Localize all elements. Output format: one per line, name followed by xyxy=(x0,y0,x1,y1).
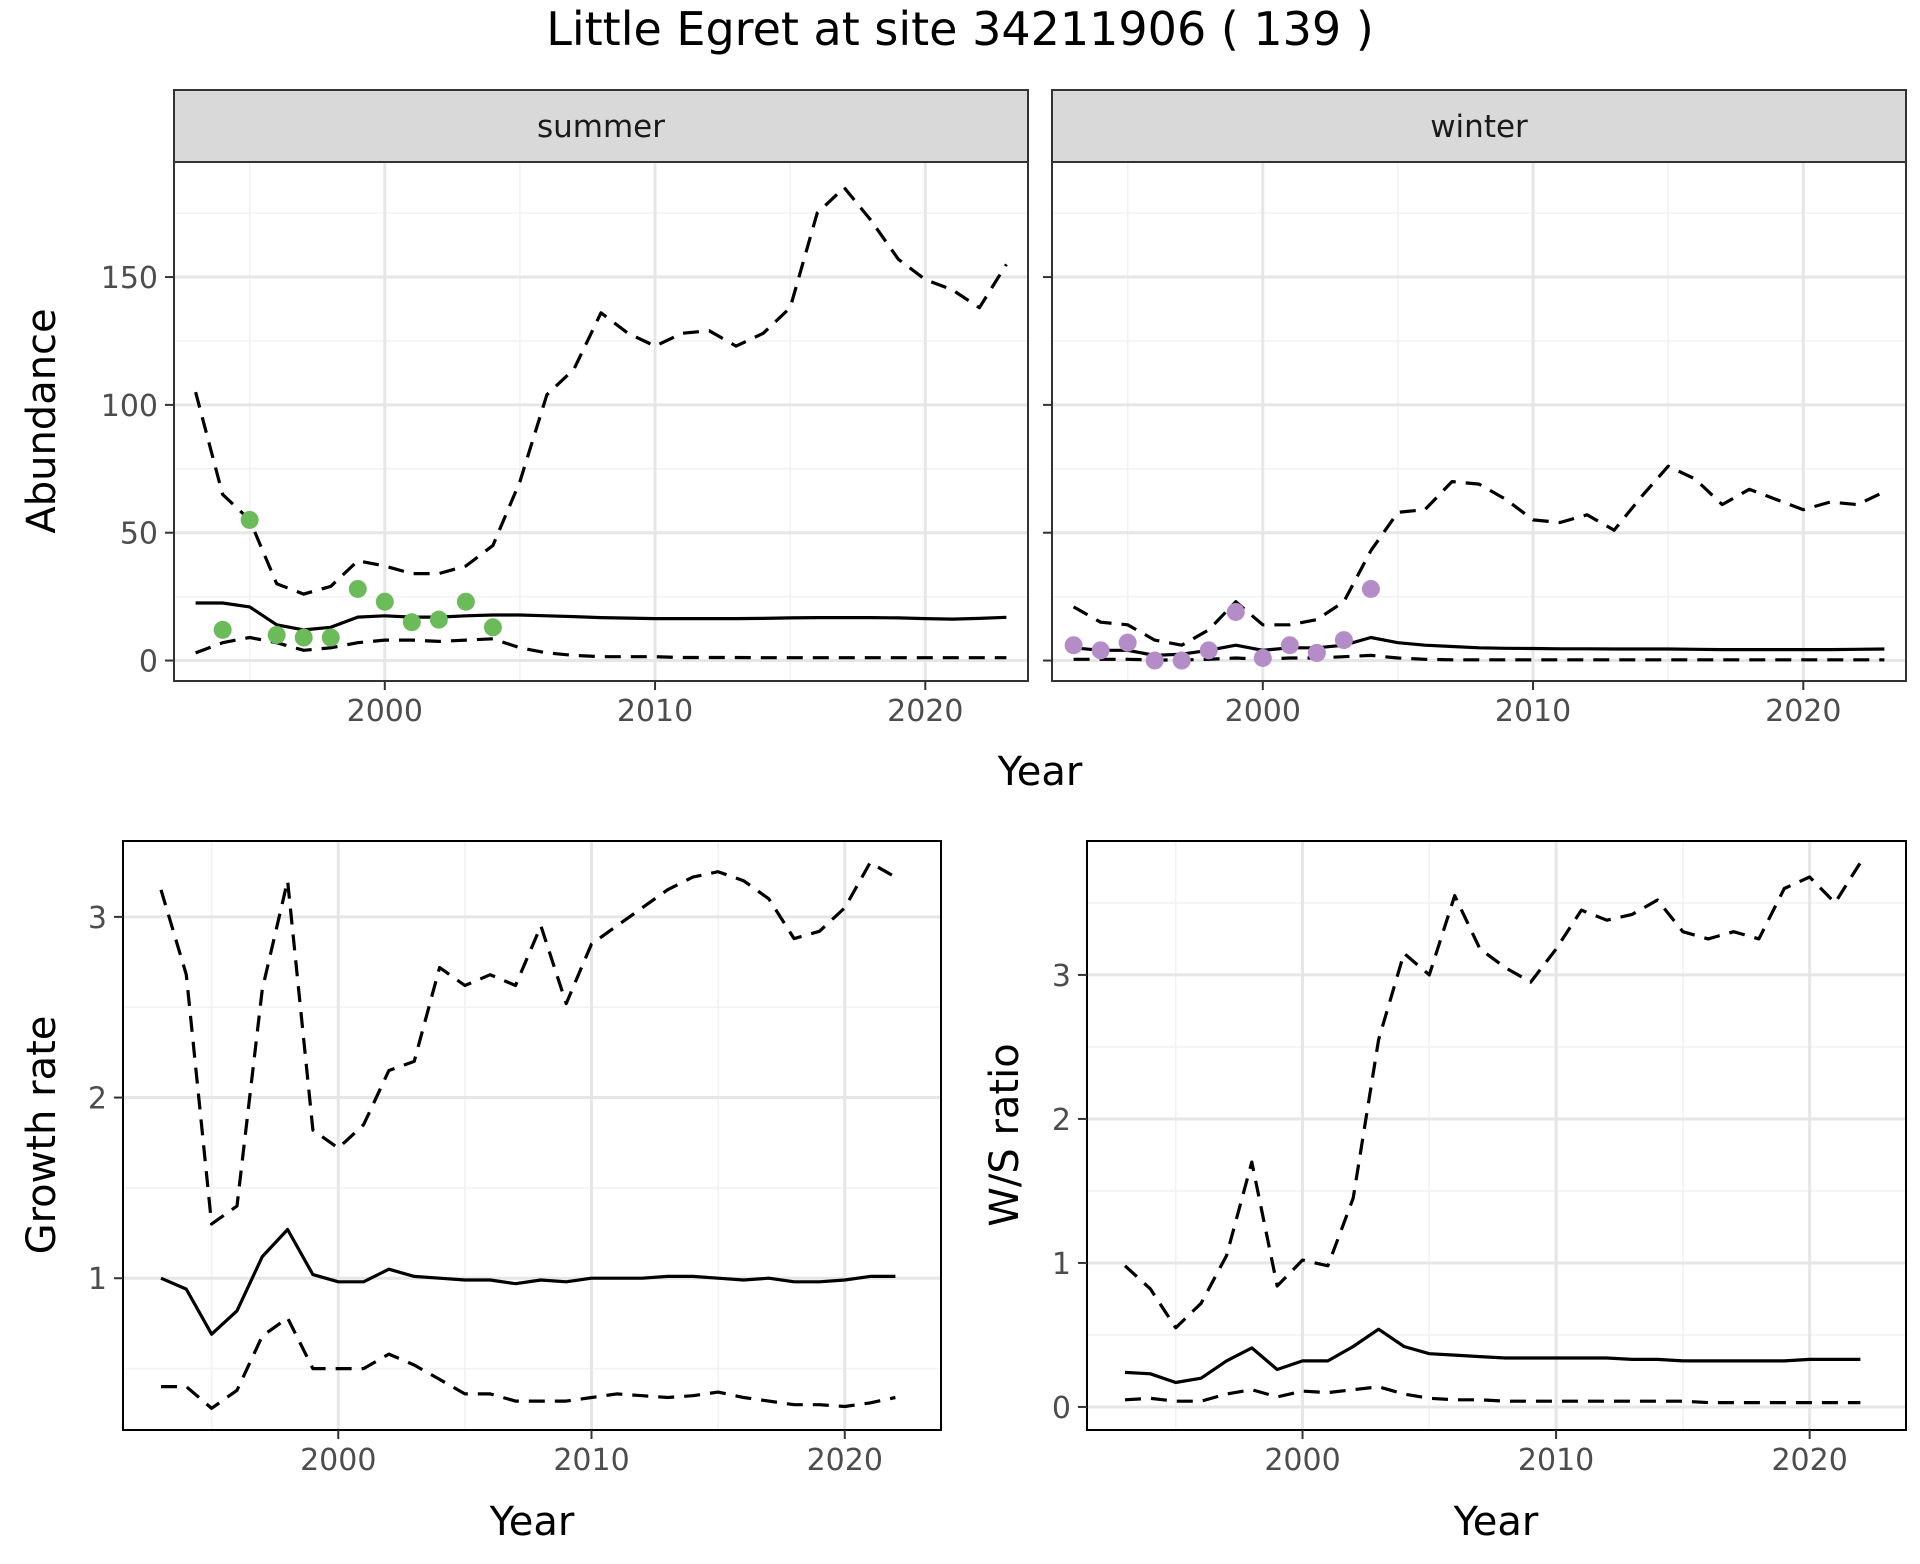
y-axis-title-abundance: Abundance xyxy=(19,308,65,533)
data-point xyxy=(1118,633,1137,652)
panel-summer xyxy=(165,89,1029,690)
data-point xyxy=(1172,651,1191,670)
x-axis-title-growth: Year xyxy=(489,1499,575,1545)
data-point xyxy=(1145,651,1164,670)
x-tick-label: 2000 xyxy=(1225,694,1301,729)
y-tick-label: 2 xyxy=(88,1082,107,1117)
y-tick-label: 50 xyxy=(120,517,158,552)
x-axis-title-ratio: Year xyxy=(1453,1499,1539,1545)
x-tick-label: 2000 xyxy=(300,1443,376,1478)
y-tick-label: 2 xyxy=(1052,1103,1071,1138)
series-line-upper xyxy=(1072,464,1886,647)
series-line-estimate xyxy=(1124,1327,1861,1385)
data-point xyxy=(456,592,475,611)
x-tick-label: 2010 xyxy=(617,694,693,729)
panel-border xyxy=(1086,840,1907,1431)
panel-border xyxy=(122,840,942,1431)
data-point xyxy=(429,610,448,629)
series-line-upper xyxy=(159,861,897,1226)
data-point xyxy=(1091,641,1110,660)
facet-label: winter xyxy=(1430,109,1528,145)
data-point xyxy=(267,625,286,644)
data-point xyxy=(483,618,502,637)
x-tick-label: 2020 xyxy=(807,1443,883,1478)
x-tick-label: 2010 xyxy=(1495,694,1571,729)
series-line-lower xyxy=(1124,1385,1861,1405)
y-tick-label: 1 xyxy=(88,1262,107,1297)
figure-title: Little Egret at site 34211906 ( 139 ) xyxy=(546,2,1374,56)
panel-panel3 xyxy=(1078,840,1907,1439)
y-tick-label: 150 xyxy=(101,261,158,296)
x-tick-label: 2020 xyxy=(887,694,963,729)
data-point xyxy=(348,579,367,598)
data-point xyxy=(1307,643,1326,662)
y-axis-title-ratio: W/S ratio xyxy=(982,1043,1028,1226)
data-point xyxy=(1253,648,1272,667)
data-point xyxy=(213,620,232,639)
x-axis-title-top: Year xyxy=(997,749,1083,795)
data-point xyxy=(375,592,394,611)
data-point xyxy=(1334,631,1353,650)
data-point xyxy=(1280,636,1299,655)
x-tick-label: 2000 xyxy=(1264,1443,1340,1478)
y-tick-label: 0 xyxy=(1052,1391,1071,1426)
data-point xyxy=(402,613,421,632)
facet-strip xyxy=(1051,89,1907,163)
x-tick-label: 2010 xyxy=(553,1443,629,1478)
data-point xyxy=(1199,641,1218,660)
data-point xyxy=(1361,579,1380,598)
facet-label: summer xyxy=(537,109,665,145)
y-tick-label: 1 xyxy=(1052,1247,1071,1282)
series-line-upper xyxy=(1123,861,1862,1330)
series-line-lower xyxy=(161,1316,896,1410)
series-line-estimate xyxy=(1073,635,1885,658)
panel-border xyxy=(1051,161,1907,682)
data-point xyxy=(1226,602,1245,621)
y-axis-title-growth: Growth rate xyxy=(19,1016,65,1255)
data-point xyxy=(1064,636,1083,655)
facet-strip xyxy=(173,89,1029,163)
data-point xyxy=(240,510,259,529)
x-tick-label: 2020 xyxy=(1765,694,1841,729)
series-line-upper xyxy=(194,186,1008,596)
x-tick-label: 2000 xyxy=(347,694,423,729)
panel-panel2 xyxy=(114,840,942,1439)
series-line-lower xyxy=(195,635,1007,660)
x-tick-label: 2020 xyxy=(1771,1443,1847,1478)
panel-border xyxy=(173,161,1029,682)
y-tick-label: 3 xyxy=(1052,959,1071,994)
series-line-estimate xyxy=(195,601,1007,632)
panel-winter xyxy=(1043,89,1907,690)
series-line-estimate xyxy=(160,1227,896,1336)
y-tick-label: 3 xyxy=(88,901,107,936)
x-tick-label: 2010 xyxy=(1518,1443,1594,1478)
y-tick-label: 0 xyxy=(139,645,158,680)
y-tick-label: 100 xyxy=(101,389,158,424)
data-point xyxy=(294,628,313,647)
data-point xyxy=(321,628,340,647)
